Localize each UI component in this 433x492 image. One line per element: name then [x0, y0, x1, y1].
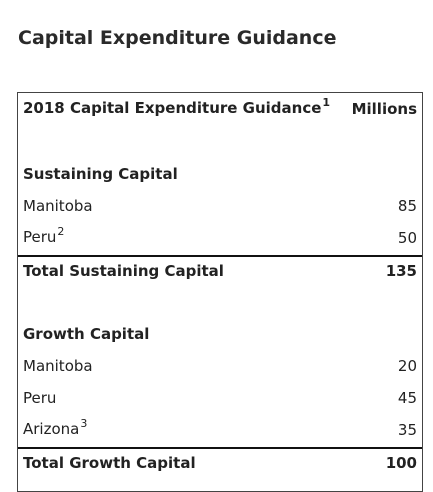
- total-label-text: Total Sustaining Capital: [23, 262, 224, 280]
- row-label: Peru2: [23, 225, 65, 249]
- total-label: Total Growth Capital: [23, 453, 196, 473]
- total-value: 135: [385, 262, 417, 280]
- row-label-text: Peru: [23, 389, 57, 407]
- row-label-text: Manitoba: [23, 197, 93, 215]
- row-value: 85: [397, 197, 417, 215]
- row-label: Peru: [23, 388, 56, 408]
- row-label-text: Peru: [23, 228, 57, 246]
- row-label: Manitoba: [23, 196, 93, 216]
- guidance-table: 2018 Capital Expenditure Guidance1 Millio…: [17, 92, 423, 492]
- row-label: Manitoba: [23, 356, 93, 376]
- header-label: 2018 Capital Expenditure Guidance1: [23, 96, 331, 120]
- footnote-marker: 1: [322, 96, 331, 109]
- total-value: 100: [385, 454, 417, 472]
- row-value: 45: [397, 389, 417, 407]
- section-heading: Sustaining Capital: [23, 165, 178, 183]
- page-title: Capital Expenditure Guidance: [18, 27, 337, 49]
- separator: [18, 255, 422, 257]
- row-label-text: Manitoba: [23, 357, 93, 375]
- separator: [18, 447, 422, 449]
- header-unit: Millions: [351, 100, 417, 118]
- row-label: Arizona3: [23, 417, 88, 441]
- footnote-marker: 3: [80, 417, 88, 430]
- footnote-marker: 2: [57, 225, 65, 238]
- total-label-text: Total Growth Capital: [23, 454, 196, 472]
- header-label-text: 2018 Capital Expenditure Guidance: [23, 99, 322, 117]
- section-heading: Growth Capital: [23, 325, 150, 343]
- row-label-text: Arizona: [23, 420, 80, 438]
- row-value: 50: [397, 229, 417, 247]
- total-label: Total Sustaining Capital: [23, 261, 224, 281]
- row-value: 35: [397, 421, 417, 439]
- row-value: 20: [397, 357, 417, 375]
